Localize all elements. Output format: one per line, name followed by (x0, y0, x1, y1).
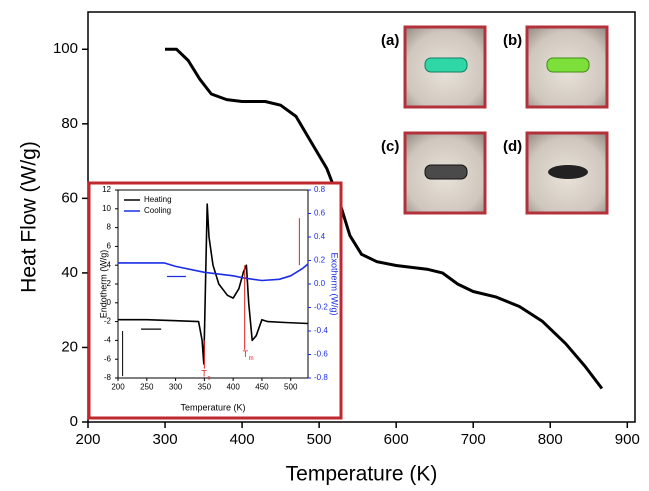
x-tick-label: 500 (307, 431, 332, 448)
y-axis-label: Endotherm (W/g) (98, 250, 108, 319)
y2-axis-label: Exotherm (W/g) (330, 252, 340, 315)
y2-tick-label: 0.6 (314, 209, 326, 218)
y2-tick-label: 0.0 (314, 279, 326, 288)
y-tick-label: 12 (102, 185, 111, 194)
annotation: T (243, 349, 249, 359)
annotation: c (207, 376, 210, 382)
photos: (a) (b) (c) (d) (381, 25, 609, 215)
sample (424, 164, 468, 180)
photo-label: (a) (381, 32, 399, 49)
x-tick-label: 350 (198, 383, 212, 392)
x-tick-label: 700 (461, 431, 486, 448)
x-tick-label: 900 (615, 431, 640, 448)
legend-label: Heating (144, 195, 172, 204)
x-tick-label: 600 (384, 431, 409, 448)
x-tick-label: 400 (226, 383, 240, 392)
plot: 200 300 400 500 600 700 800 900020406080100Temp… (18, 11, 640, 486)
series-line (165, 47, 604, 390)
y-tick-label: -2 (104, 317, 112, 326)
y-tick-label: 0 (107, 298, 112, 307)
photo-label: (b) (503, 32, 522, 49)
y2-tick-label: -0.8 (314, 373, 328, 382)
y-tick-label: 20 (61, 338, 78, 355)
y-tick-label: -8 (104, 373, 112, 382)
x-tick-label: 200 (75, 431, 100, 448)
sample (424, 57, 468, 73)
y2-tick-label: -0.4 (314, 326, 328, 335)
y-tick-label: 0 (70, 413, 78, 430)
x-axis-label: Temperature (K) (286, 463, 438, 486)
y-tick-label: -4 (104, 336, 112, 345)
y2-tick-label: 0.2 (314, 256, 326, 265)
y-tick-label: -6 (104, 354, 112, 363)
y2-tick-label: 0.4 (314, 232, 326, 241)
x-tick-label: 200 (111, 383, 125, 392)
sample (548, 165, 588, 179)
series-line (118, 262, 309, 282)
y2-tick-label: 0.8 (314, 185, 326, 194)
series-line (118, 203, 309, 365)
y-tick-label: 2 (107, 279, 112, 288)
x-tick-label: 450 (255, 383, 269, 392)
legend-label: Cooling (144, 206, 171, 215)
sample (546, 57, 590, 73)
y2-tick-label: -0.2 (314, 303, 328, 312)
y-tick-label: 40 (61, 264, 78, 281)
y2-tick-label: -0.6 (314, 350, 328, 359)
y-tick-label: 60 (61, 189, 78, 206)
x-tick-label: 300 (153, 431, 178, 448)
x-tick-label: 800 (538, 431, 563, 448)
annotation: m (249, 356, 254, 362)
y-tick-label: 100 (53, 40, 78, 57)
y-tick-label: 6 (107, 242, 112, 251)
y-tick-label: 4 (107, 260, 112, 269)
y-axis-label: Heat Flow (W/g) (18, 141, 41, 293)
y-tick-label: 80 (61, 115, 78, 132)
plot: 200 250 300 350 400 450 500 -8 -6 -4 -2 0 2 4 6 8 10 12 -0… (98, 185, 339, 412)
annotation: T (201, 369, 207, 379)
x-tick-label: 400 (230, 431, 255, 448)
x-tick-label: 500 (284, 383, 298, 392)
photo-label: (c) (381, 138, 399, 155)
y-tick-label: 8 (107, 223, 112, 232)
inset-frame (87, 181, 343, 420)
y-tick-label: 10 (102, 204, 111, 213)
photo-label: (d) (503, 138, 522, 155)
x-tick-label: 300 (169, 383, 183, 392)
x-tick-label: 250 (140, 383, 154, 392)
x-axis-label: Temperature (K) (180, 402, 245, 412)
